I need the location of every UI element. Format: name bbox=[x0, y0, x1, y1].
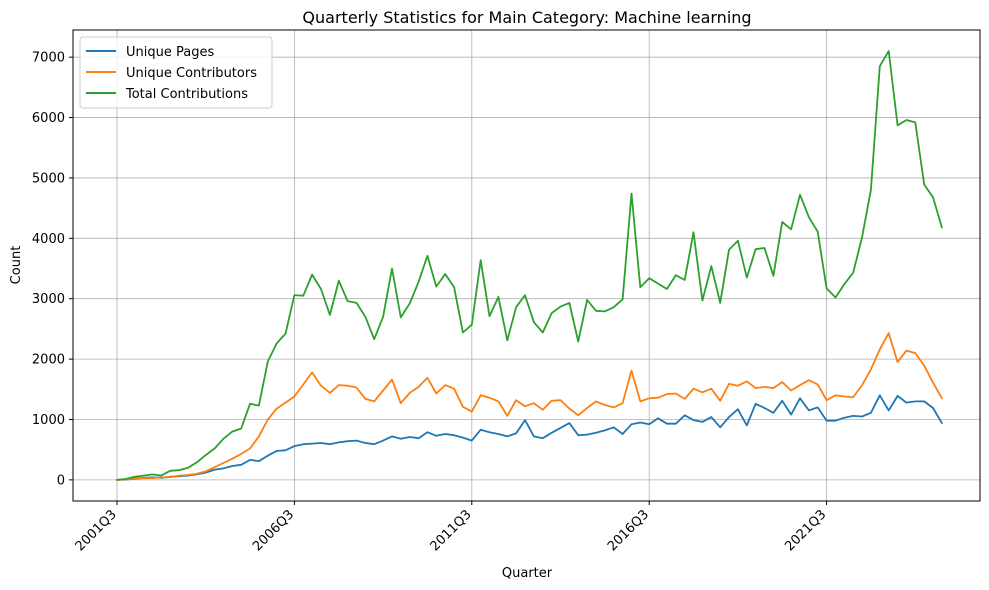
chart-title: Quarterly Statistics for Main Category: … bbox=[302, 8, 751, 27]
y-tick-label: 6000 bbox=[32, 111, 65, 126]
series-layer bbox=[116, 50, 943, 481]
y-axis: 0 1000 2000 3000 4000 5000 6000 7000 bbox=[32, 51, 73, 488]
grid-lines bbox=[73, 30, 980, 501]
legend-box bbox=[79, 36, 273, 109]
y-tick-label: 1000 bbox=[32, 413, 65, 428]
y-tick-label: 2000 bbox=[32, 353, 65, 368]
y-tick-label: 3000 bbox=[32, 292, 65, 307]
y-tick-label: 0 bbox=[57, 473, 65, 488]
y-axis-label: Count bbox=[9, 246, 24, 285]
y-tick-label: 4000 bbox=[32, 232, 65, 247]
legend-label-unique-pages: Unique Pages bbox=[126, 45, 214, 60]
legend-label-unique-contributors: Unique Contributors bbox=[126, 66, 257, 81]
y-tick-label: 5000 bbox=[32, 171, 65, 186]
plot-frame bbox=[72, 29, 981, 502]
legend: Unique Pages Unique Contributors Total C… bbox=[79, 36, 273, 109]
series-line-unique-contributors bbox=[116, 332, 943, 481]
y-tick-label: 7000 bbox=[32, 51, 65, 66]
series-line-unique-pages bbox=[116, 394, 943, 481]
legend-label-total-contributions: Total Contributions bbox=[125, 87, 248, 102]
x-axis-label: Quarter bbox=[502, 566, 553, 581]
series-line-total-contributions bbox=[116, 50, 943, 481]
